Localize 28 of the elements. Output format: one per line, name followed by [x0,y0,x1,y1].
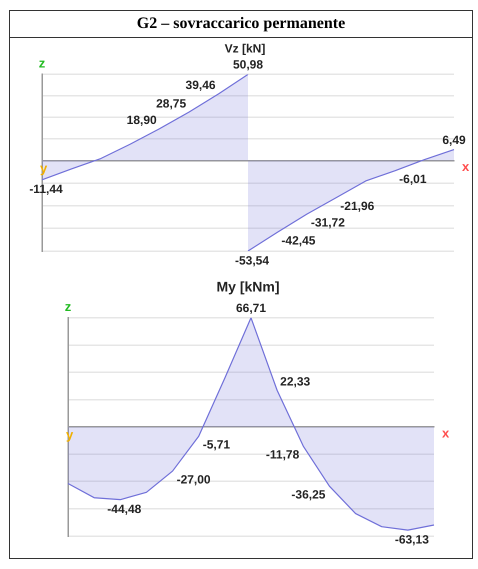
chart-title: G2 – sovraccarico permanente [10,11,472,38]
data-label: 18,90 [126,112,158,127]
annotation: y [66,426,74,442]
data-label: 6,49 [442,132,466,147]
data-label: 39,46 [186,78,216,92]
data-label: -31,72 [310,215,346,230]
data-label: 22,33 [280,374,310,389]
data-label: -21,96 [340,198,375,213]
data-label: -11,78 [266,447,300,462]
data-label: -63,13 [394,532,430,546]
chart-subtitle: Vz [kN] [224,42,266,56]
data-label: -44,48 [107,502,142,516]
data-label: -6,01 [399,172,427,186]
data-label: -27,00 [176,472,211,486]
y-axis-title: z [64,298,72,314]
data-label: -11,44 [29,182,63,196]
data-label: -53,54 [234,253,270,268]
annotation: y [40,160,48,176]
data-label: 66,71 [236,301,266,316]
data-label: -42,45 [281,234,316,248]
data-label: 50,98 [232,58,264,72]
y-axis-title: z [38,55,46,70]
data-label: -5,71 [202,438,230,452]
data-label: 28,75 [156,96,186,110]
x-axis-title: x [462,159,470,174]
chart-title: My [kNm] [216,278,280,294]
data-label: -36,25 [291,487,326,502]
x-axis-title: x [442,425,450,440]
